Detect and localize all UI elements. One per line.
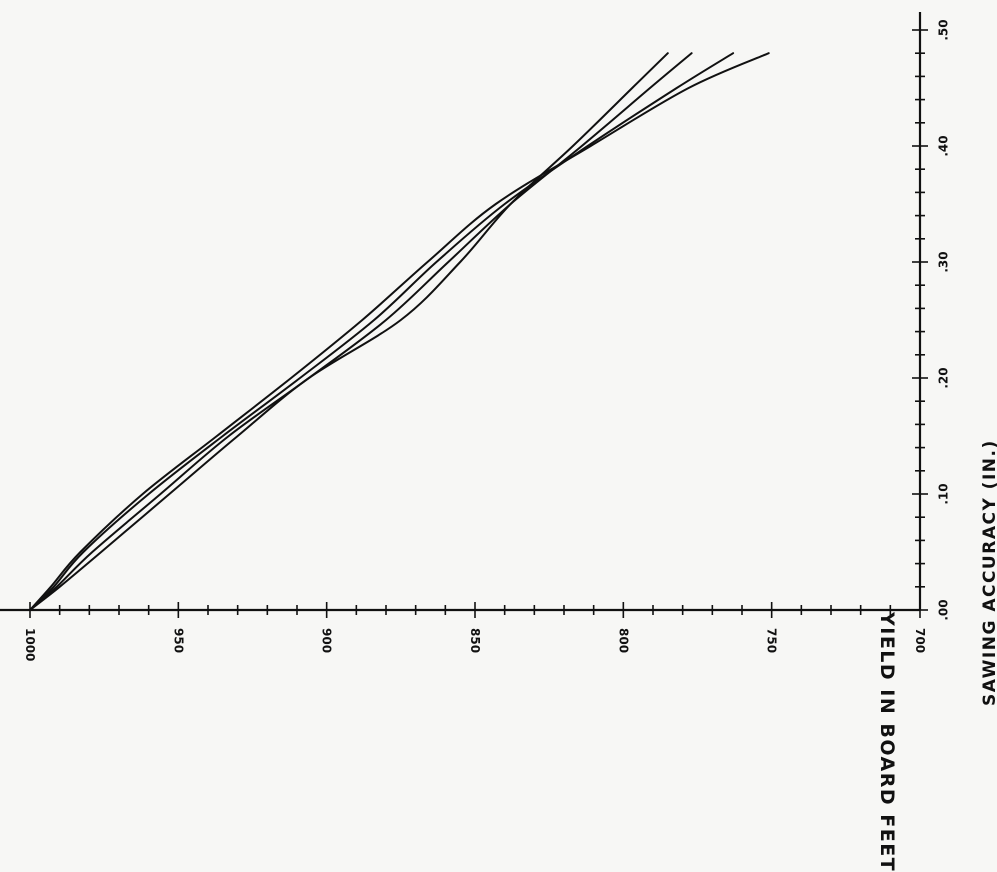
chart-svg: 1000 950 900 850 800 750 700 .00 .10 .20 .30 .40 .5… bbox=[0, 12, 951, 661]
yield-tick-label: 700 bbox=[913, 628, 927, 653]
series-layer bbox=[29, 52, 770, 611]
yield-tick-label: 800 bbox=[616, 628, 630, 653]
yield-tick-label: 750 bbox=[765, 628, 779, 653]
yield-axis-label: YIELD IN BOARD FEET bbox=[876, 612, 898, 872]
yield-tick-label: 1000 bbox=[23, 628, 37, 661]
yield-tick-labels: 1000 950 900 850 800 750 700 bbox=[23, 628, 927, 661]
series-line-4 bbox=[29, 52, 770, 611]
accuracy-axis-label-wrap: SAWING ACCURACY (IN.) bbox=[980, 439, 997, 706]
accuracy-axis-label: SAWING ACCURACY (IN.) bbox=[980, 439, 997, 706]
series-line-1 bbox=[29, 52, 669, 611]
yield-tick-label: 950 bbox=[171, 628, 185, 653]
series-line-2 bbox=[29, 52, 693, 611]
axes bbox=[0, 12, 928, 618]
series-line-3 bbox=[29, 52, 735, 611]
accuracy-tick-label: .30 bbox=[937, 251, 951, 272]
accuracy-tick-label: .50 bbox=[937, 19, 951, 40]
yield-tick-label: 850 bbox=[468, 628, 482, 653]
chart-area: 1000 950 900 850 800 750 700 .00 .10 .20 .30 .40 .5… bbox=[0, 12, 997, 872]
accuracy-tick-label: .00 bbox=[937, 599, 951, 620]
accuracy-tick-labels: .00 .10 .20 .30 .40 .50 bbox=[937, 19, 951, 620]
accuracy-tick-label: .20 bbox=[937, 367, 951, 388]
yield-axis-label-wrap: YIELD IN BOARD FEET bbox=[876, 612, 898, 872]
accuracy-tick-label: .10 bbox=[937, 483, 951, 504]
yield-tick-label: 900 bbox=[320, 628, 334, 653]
accuracy-tick-label: .40 bbox=[937, 135, 951, 156]
